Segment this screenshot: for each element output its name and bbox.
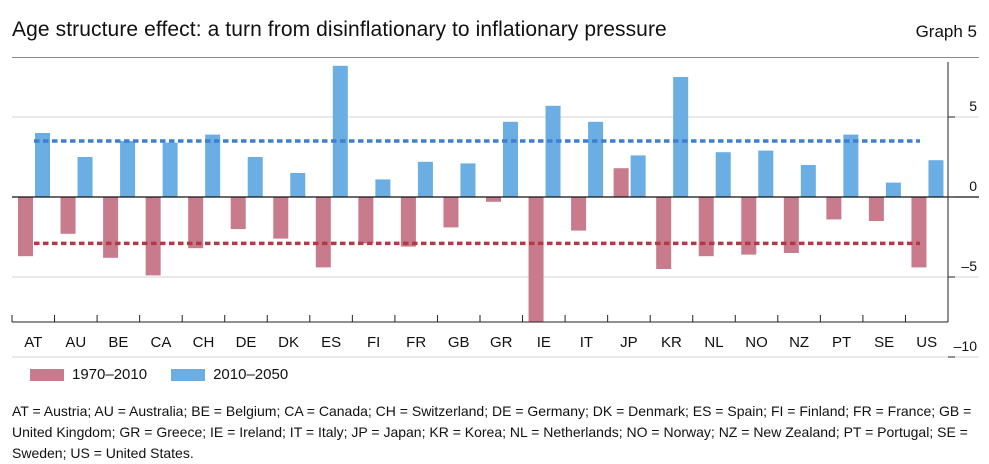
x-tick-label: PT <box>832 334 851 351</box>
x-tick-label: CH <box>193 334 215 351</box>
bar-2010-2050 <box>503 121 518 197</box>
bar-1970-2010 <box>528 197 544 322</box>
legend-label-1970-2010: 1970–2010 <box>72 366 148 383</box>
bar-2010-2050 <box>375 179 391 197</box>
x-tick-label: CA <box>150 334 171 351</box>
y-tick-label: 0 <box>969 178 977 194</box>
bar-2010-2050 <box>77 157 93 197</box>
bar-2010-2050 <box>588 121 604 197</box>
bar-2010-2050 <box>205 134 221 197</box>
bar-1970-2010 <box>188 197 204 249</box>
bar-1970-2010 <box>868 197 884 221</box>
x-tick-label: KR <box>661 334 682 351</box>
x-tick-label: IT <box>580 334 593 351</box>
legend-item-2010-2050: 2010–2050 <box>171 366 288 383</box>
bar-1970-2010 <box>443 197 459 228</box>
x-tick-label: SE <box>874 334 894 351</box>
bar-2010-2050 <box>120 141 136 197</box>
bar-2010-2050 <box>332 65 348 197</box>
x-tick-label: US <box>916 334 937 351</box>
legend-swatch-1970-2010 <box>30 368 64 381</box>
bar-1970-2010 <box>826 197 842 220</box>
x-tick-label: AU <box>65 334 86 351</box>
y-tick-label: –10 <box>954 338 978 354</box>
bar-1970-2010 <box>103 197 119 258</box>
bar-1970-2010 <box>273 197 289 239</box>
bar-2010-2050 <box>162 142 178 197</box>
x-tick-label: FR <box>406 334 426 351</box>
bar-2010-2050 <box>758 150 774 197</box>
bar-1970-2010 <box>571 197 587 231</box>
x-tick-label: GB <box>448 334 470 351</box>
x-tick-label: GR <box>490 334 513 351</box>
bar-1970-2010 <box>698 197 714 257</box>
bar-2010-2050 <box>843 134 859 197</box>
bar-2010-2050 <box>247 157 263 197</box>
title-rule <box>12 57 979 58</box>
graph-number: Graph 5 <box>915 22 977 41</box>
bar-2010-2050 <box>290 173 306 197</box>
bar-2010-2050 <box>630 155 646 197</box>
x-tick-label: ES <box>321 334 341 351</box>
x-tick-label: NL <box>704 334 723 351</box>
legend-item-1970-2010: 1970–2010 <box>30 366 147 383</box>
x-tick-label: DK <box>278 334 299 351</box>
x-tick-label: AT <box>24 334 42 351</box>
bar-1970-2010 <box>486 197 501 202</box>
bar-1970-2010 <box>230 197 246 229</box>
x-tick-label: IE <box>537 334 551 351</box>
legend: 1970–2010 2010–2050 <box>30 366 312 383</box>
bar-1970-2010 <box>400 197 416 247</box>
bar-2010-2050 <box>460 163 476 197</box>
bar-2010-2050 <box>35 133 50 197</box>
y-tick-label: –5 <box>961 258 977 274</box>
y-tick-label: 5 <box>969 98 977 114</box>
bar-2010-2050 <box>800 165 816 197</box>
bar-2010-2050 <box>715 152 731 197</box>
bar-1970-2010 <box>783 197 799 253</box>
bar-1970-2010 <box>911 197 927 268</box>
x-tick-label: FI <box>367 334 380 351</box>
bar-2010-2050 <box>417 161 433 197</box>
country-abbreviation-note: AT = Austria; AU = Australia; BE = Belgi… <box>12 403 972 461</box>
bar-2010-2050 <box>673 77 689 197</box>
x-tick-label: JP <box>620 334 638 351</box>
bar-1970-2010 <box>656 197 672 269</box>
bar-chart: AT AU BE CA CH DE DK ES FI FR GB GR IE IT JP KR NL NO NZ PT… <box>11 62 979 358</box>
legend-swatch-2010-2050 <box>171 368 206 381</box>
x-tick-label: DE <box>236 334 257 351</box>
bar-2010-2050 <box>928 160 944 197</box>
bar-1970-2010 <box>358 197 374 244</box>
bar-1970-2010 <box>741 197 757 255</box>
chart-title: Age structure effect: a turn from disinf… <box>12 18 667 41</box>
x-tick-label: NZ <box>789 334 809 351</box>
x-tick-label: BE <box>108 334 128 351</box>
bar-1970-2010 <box>60 197 76 234</box>
bar-2010-2050 <box>545 105 561 197</box>
bar-2010-2050 <box>885 182 901 197</box>
bar-1970-2010 <box>613 168 629 197</box>
x-tick-label: NO <box>745 334 768 351</box>
bar-1970-2010 <box>315 197 331 268</box>
legend-label-2010-2050: 2010–2050 <box>213 366 289 383</box>
bar-1970-2010 <box>145 197 161 276</box>
bar-1970-2010 <box>18 197 33 257</box>
